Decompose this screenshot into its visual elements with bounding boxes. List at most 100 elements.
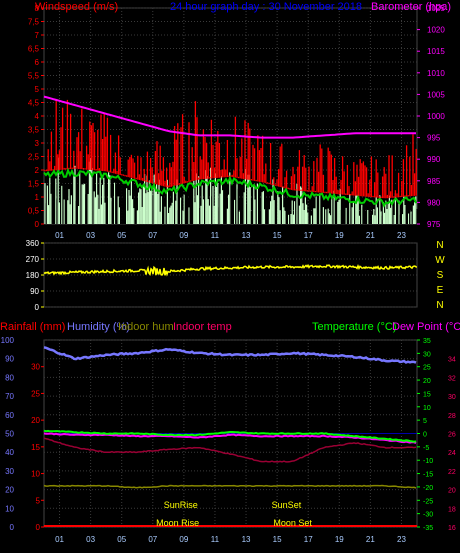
humidity-tick-label: 60 bbox=[5, 411, 14, 420]
compass-label: N bbox=[436, 300, 443, 311]
hour-tick-label: 13 bbox=[242, 535, 251, 544]
temperature-tick-label: -20 bbox=[423, 485, 433, 492]
hour-tick-label: 09 bbox=[179, 231, 188, 240]
humidity-tick-label: 0 bbox=[10, 523, 15, 532]
windspeed-tick-label: 0,5 bbox=[28, 207, 40, 216]
hour-tick-label: 03 bbox=[86, 231, 95, 240]
barometer-tick-label: 1015 bbox=[427, 47, 445, 56]
rainfall-axis-label: Rainfall (mm) bbox=[0, 321, 65, 333]
barometer-tick-label: 980 bbox=[427, 198, 441, 207]
temperature-tick-label: -5 bbox=[423, 445, 429, 452]
windspeed-tick-label: 2,5 bbox=[28, 153, 40, 162]
temperature-tick-label: 30 bbox=[423, 351, 431, 358]
temperature-tick-label: 25 bbox=[423, 365, 431, 372]
event-label: SunRise bbox=[164, 500, 198, 510]
rainfall-tick-label: 15 bbox=[31, 443, 40, 452]
rainfall-tick-label: 30 bbox=[31, 363, 40, 372]
hour-tick-label: 23 bbox=[397, 535, 406, 544]
hour-tick-label: 15 bbox=[273, 535, 282, 544]
direction-tick-label: 270 bbox=[26, 255, 40, 264]
barometer-tick-label: 995 bbox=[427, 134, 441, 143]
indoor-temp-tick-label: 30 bbox=[448, 394, 456, 401]
hour-tick-label: 05 bbox=[117, 231, 126, 240]
hour-tick-label: 19 bbox=[335, 231, 344, 240]
windspeed-tick-label: 1 bbox=[35, 193, 40, 202]
indoor-temp-tick-label: 34 bbox=[448, 357, 456, 364]
hour-tick-label: 11 bbox=[211, 535, 220, 544]
temperature-tick-label: 5 bbox=[423, 418, 427, 425]
humidity-tick-label: 20 bbox=[5, 486, 14, 495]
humidity-tick-label: 70 bbox=[5, 392, 14, 401]
windspeed-tick-label: 7 bbox=[35, 31, 40, 40]
barometer-tick-label: 975 bbox=[427, 220, 441, 229]
indoor-temp-line bbox=[43, 437, 417, 463]
hour-tick-label: 21 bbox=[366, 231, 375, 240]
temperature-axis-label: Temperature (°C) bbox=[312, 321, 396, 333]
compass-label: S bbox=[437, 270, 444, 281]
event-label: Moon Rise bbox=[156, 518, 199, 528]
barometer-tick-label: 1000 bbox=[427, 112, 445, 121]
barometer-line bbox=[43, 95, 416, 139]
windspeed-tick-label: 3 bbox=[35, 139, 40, 148]
event-label: SunSet bbox=[272, 500, 302, 510]
humidity-tick-label: 40 bbox=[5, 448, 14, 457]
hour-tick-label: 01 bbox=[55, 535, 64, 544]
indoor-temp-tick-label: 24 bbox=[448, 450, 456, 457]
hour-tick-label: 07 bbox=[148, 535, 157, 544]
compass-label: N bbox=[436, 240, 443, 251]
direction-tick-label: 360 bbox=[26, 239, 40, 248]
windspeed-tick-label: 5,5 bbox=[28, 72, 40, 81]
rainfall-tick-label: 0 bbox=[36, 523, 41, 532]
barometer-axis-label: Barometer (hpa) bbox=[371, 1, 451, 13]
windspeed-tick-label: 7,5 bbox=[28, 18, 40, 27]
temperature-tick-label: 0 bbox=[423, 432, 427, 439]
indoor-temp-tick-label: 32 bbox=[448, 375, 456, 382]
indoor-temp-tick-label: 16 bbox=[448, 525, 456, 532]
rainfall-tick-label: 25 bbox=[31, 389, 40, 398]
indoor-temp-label: Indoor temp bbox=[173, 321, 232, 333]
hour-tick-label: 03 bbox=[86, 535, 95, 544]
temperature-tick-label: -25 bbox=[423, 498, 433, 505]
event-label: Moon Set bbox=[273, 518, 312, 528]
indoor-hum-label: Indoor hum bbox=[118, 321, 174, 333]
hour-tick-label: 17 bbox=[304, 535, 313, 544]
windspeed-tick-label: 6 bbox=[35, 58, 40, 67]
humidity-axis-label: Humidity (%) bbox=[67, 321, 130, 333]
barometer-tick-label: 1005 bbox=[427, 90, 445, 99]
hour-tick-label: 11 bbox=[211, 231, 220, 240]
temperature-tick-label: 35 bbox=[423, 338, 431, 345]
barometer-tick-label: 985 bbox=[427, 177, 441, 186]
temperature-tick-label: 10 bbox=[423, 405, 431, 412]
direction-tick-label: 180 bbox=[26, 271, 40, 280]
hour-tick-label: 07 bbox=[148, 231, 157, 240]
windspeed-tick-label: 4 bbox=[35, 112, 40, 121]
compass-label: W bbox=[435, 255, 445, 266]
barometer-tick-label: 1010 bbox=[427, 69, 445, 78]
windspeed-tick-label: 4,5 bbox=[28, 99, 40, 108]
compass-label: E bbox=[437, 285, 444, 296]
humidity-tick-label: 30 bbox=[5, 467, 14, 476]
temperature-tick-label: -35 bbox=[423, 525, 433, 532]
humidity-tick-label: 90 bbox=[5, 355, 14, 364]
windspeed-tick-label: 1,5 bbox=[28, 180, 40, 189]
hour-tick-label: 01 bbox=[55, 231, 64, 240]
humidity-tick-label: 100 bbox=[1, 336, 15, 345]
humidity-line bbox=[43, 346, 417, 364]
hour-tick-label: 15 bbox=[273, 231, 282, 240]
hour-tick-label: 19 bbox=[335, 535, 344, 544]
hour-tick-label: 23 bbox=[397, 231, 406, 240]
temperature-tick-label: -30 bbox=[423, 512, 433, 519]
hour-tick-label: 13 bbox=[242, 231, 251, 240]
temperature-tick-label: 15 bbox=[423, 391, 431, 398]
barometer-tick-label: 1020 bbox=[427, 26, 445, 35]
chart-title: 24 hour graph day : 30 November 2018 bbox=[170, 1, 362, 13]
indoor-temp-tick-label: 22 bbox=[448, 469, 456, 476]
wind-direction-line bbox=[43, 263, 418, 277]
temperature-tick-label: -10 bbox=[423, 458, 433, 465]
humidity-tick-label: 10 bbox=[5, 504, 14, 513]
indoor-temp-tick-label: 18 bbox=[448, 506, 456, 513]
hour-tick-label: 21 bbox=[366, 535, 375, 544]
average-wind-line bbox=[43, 167, 417, 208]
indoor-humidity-line bbox=[43, 484, 417, 489]
